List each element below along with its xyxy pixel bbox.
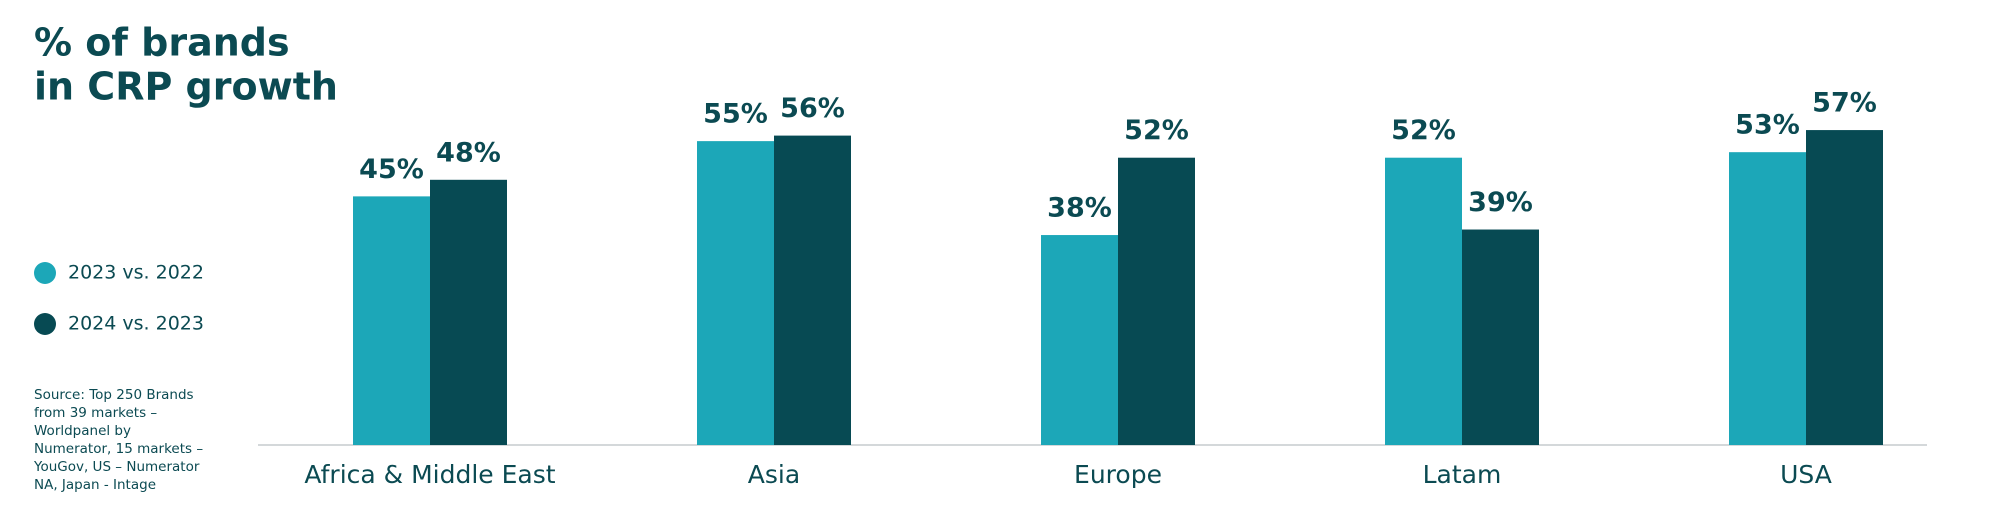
value-label: 55% [703,99,768,130]
value-label: 39% [1468,187,1533,218]
bar [1041,235,1118,445]
value-label: 53% [1735,110,1800,141]
x-tick-label: Asia [748,460,800,489]
bar [1118,157,1195,445]
value-label: 56% [780,93,845,124]
bar [1462,229,1539,445]
bar [430,179,507,446]
value-label: 52% [1124,115,1189,146]
value-label: 48% [436,137,501,168]
legend-label: 2023 vs. 2022 [68,262,204,284]
value-label: 57% [1812,88,1877,119]
chart-title: % of brands [34,21,290,65]
legend-marker [34,313,56,335]
bar [1385,157,1462,445]
x-tick-label: Africa & Middle East [304,460,555,489]
bar [1729,152,1806,446]
bar [697,141,774,445]
value-label: 45% [359,154,424,185]
x-tick-label: Latam [1423,460,1502,489]
value-label: 38% [1047,193,1112,224]
legend-label: 2024 vs. 2023 [68,313,204,335]
chart-title: in CRP growth [34,65,338,109]
bar [1806,130,1883,445]
x-tick-label: Europe [1074,460,1162,489]
x-tick-label: USA [1780,460,1832,489]
legend-marker [34,262,56,284]
bar [353,196,430,445]
value-label: 52% [1391,115,1456,146]
bar [774,135,851,445]
source-note: Source: Top 250 Brands from 39 markets –… [34,387,204,493]
